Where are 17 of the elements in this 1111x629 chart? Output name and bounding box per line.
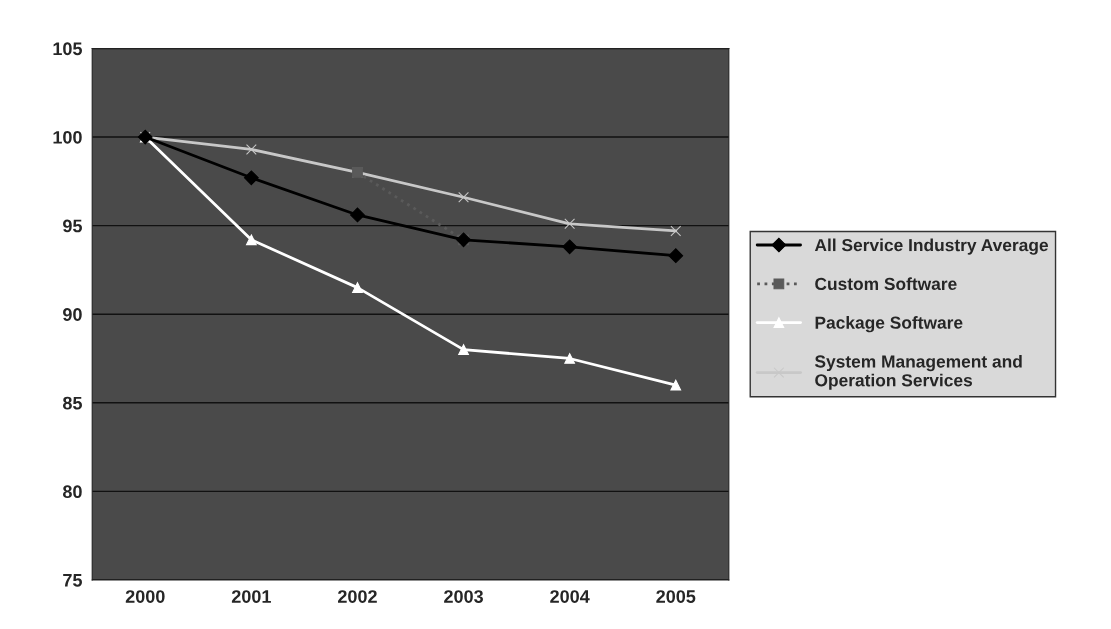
legend-label: Package Software [815,316,963,333]
legend-label: System Management and Operation Services [814,354,1022,390]
legend-label: All Service Industry Average [814,238,1049,255]
y-tick-label: 75 [63,574,82,587]
x-tick-label: 2001 [231,590,271,603]
x-tick-label: 2002 [338,590,377,603]
x-tick-label: 2003 [444,590,483,603]
y-tick-label: 105 [53,42,82,56]
legend-label: Custom Software [815,277,957,291]
x-tick-label: 2000 [125,590,165,603]
y-tick-label: 100 [53,130,82,144]
x-tick-label: 2005 [656,590,696,603]
y-tick-label: 85 [62,396,82,410]
y-tick-label: 80 [62,485,82,499]
x-tick-label: 2004 [550,590,590,603]
y-tick-label: 95 [63,219,82,233]
y-tick-label: 90 [63,308,82,321]
